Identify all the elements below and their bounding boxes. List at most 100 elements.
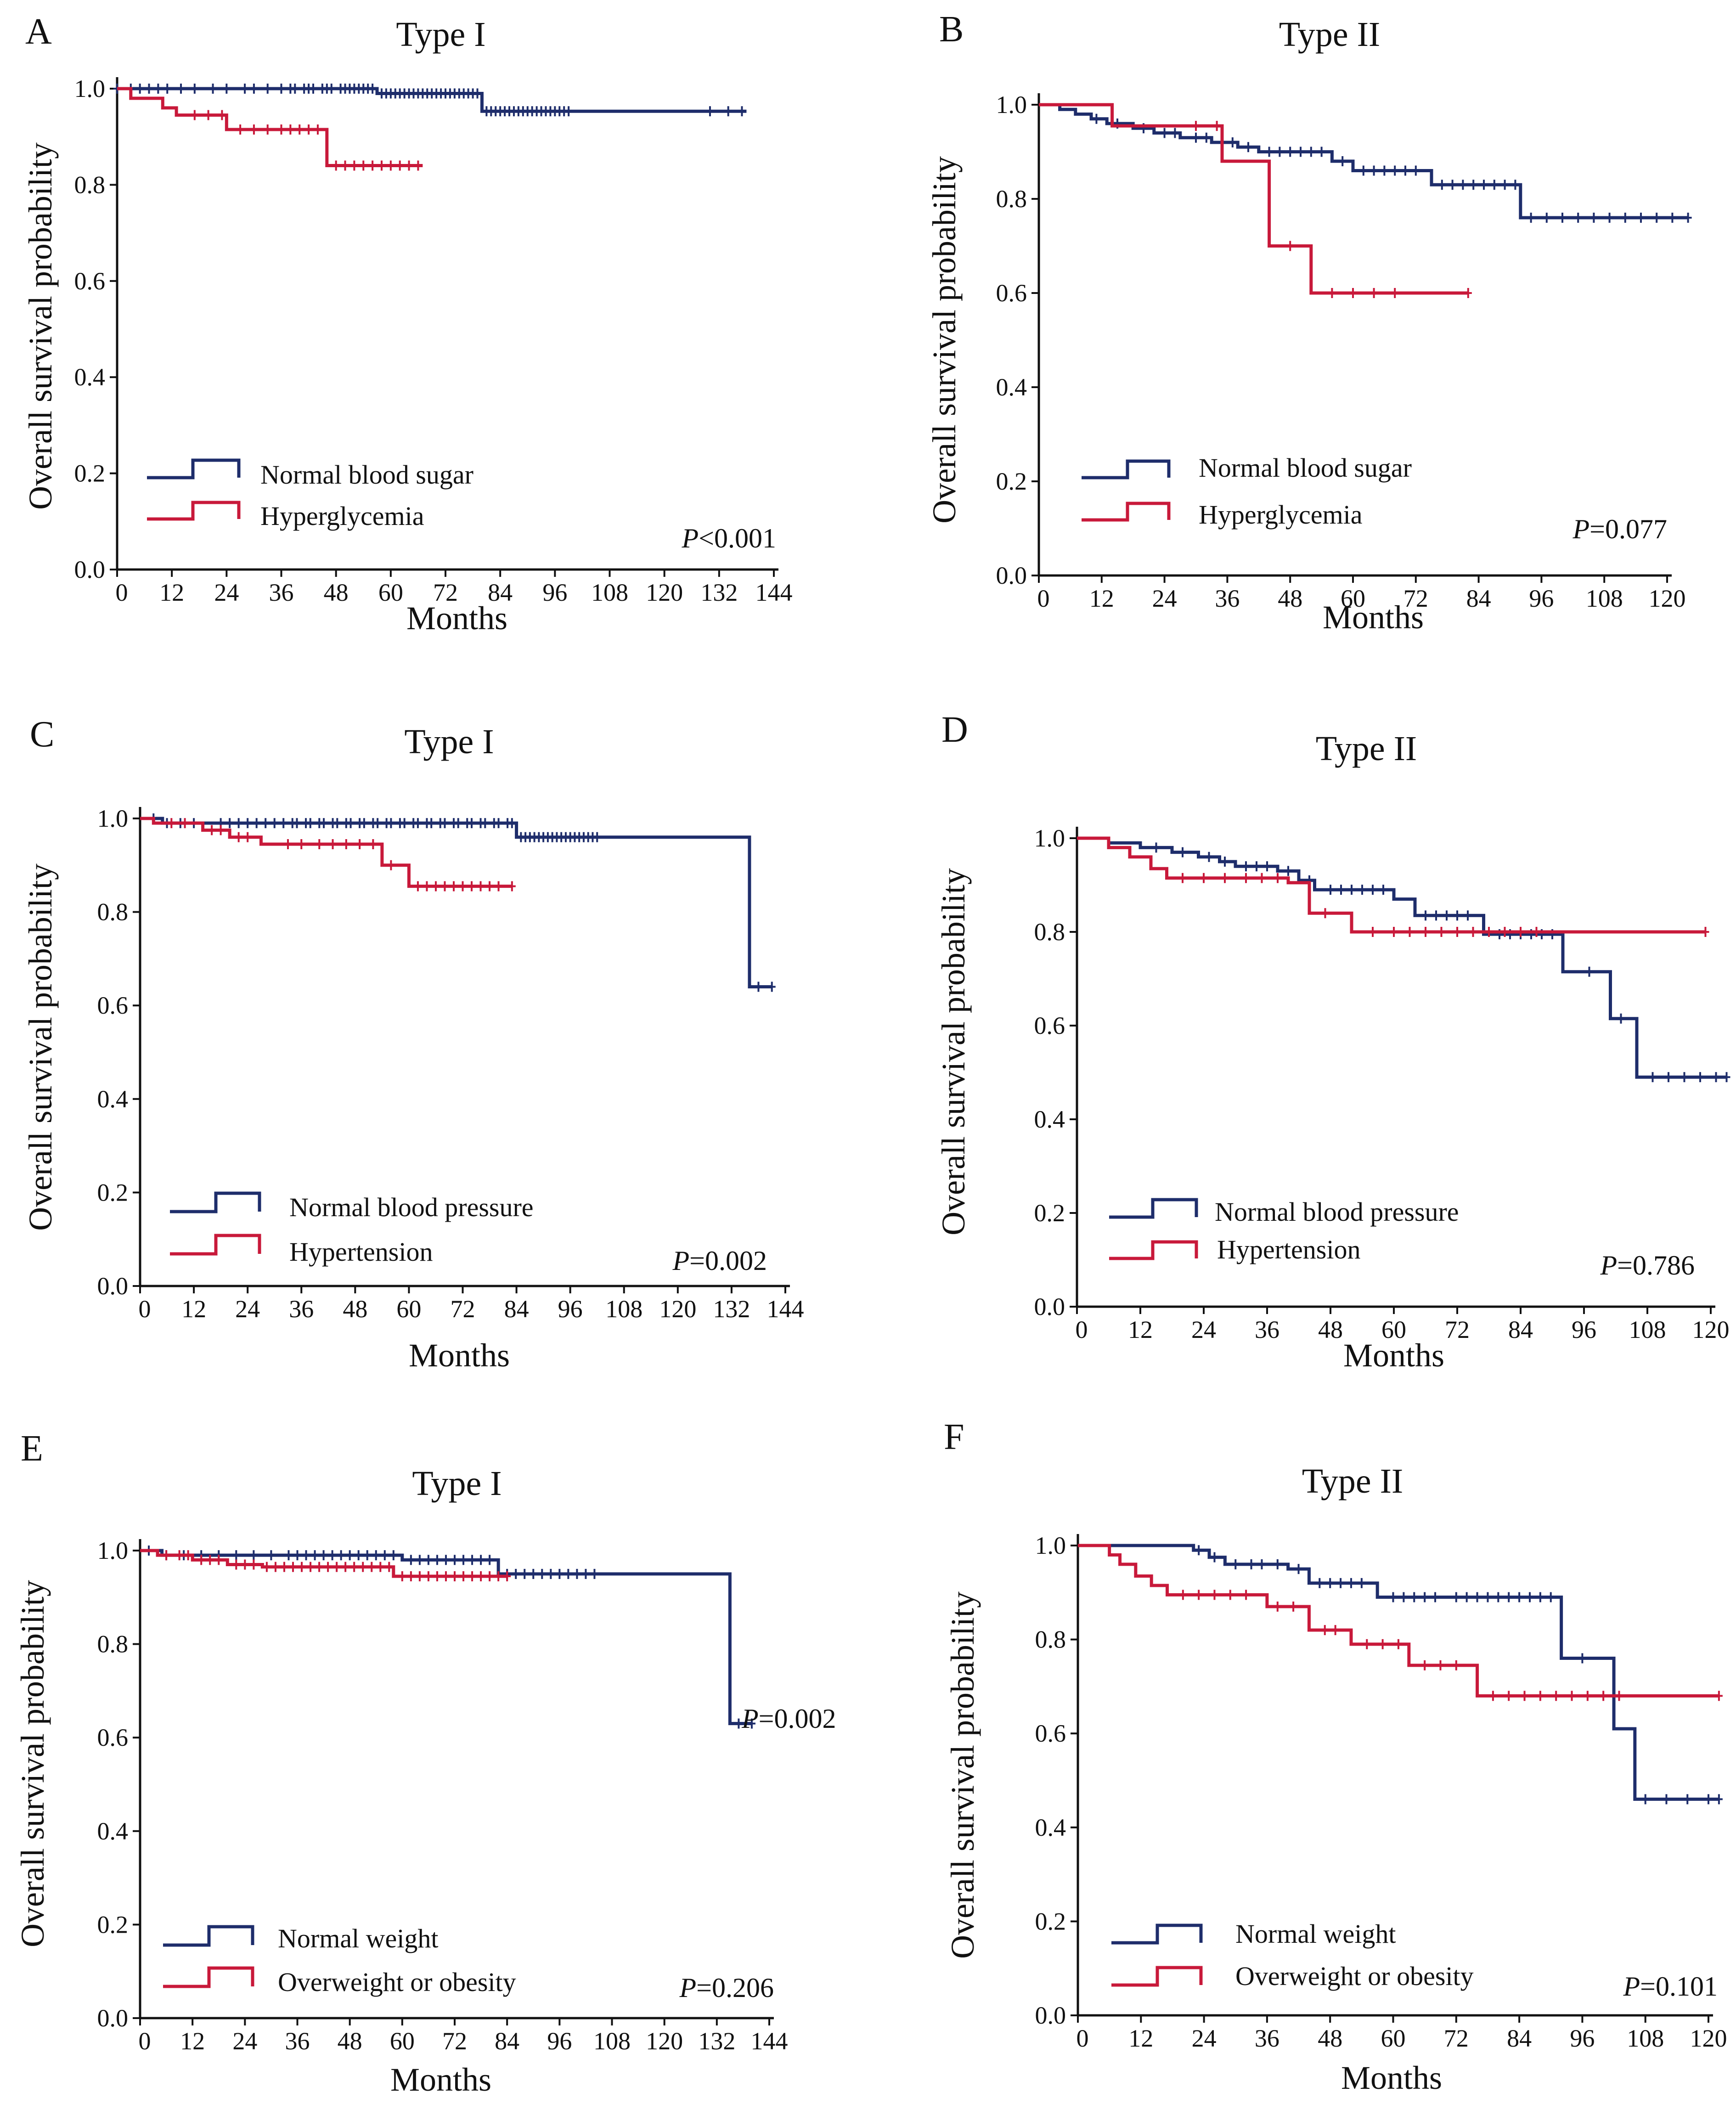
legend-label-normal: Normal weight: [1235, 1919, 1396, 1949]
x-axis-label: Months: [409, 1337, 510, 1374]
x-tick-label: 84: [1466, 585, 1491, 612]
x-tick-label: 132: [713, 1295, 750, 1323]
x-tick-label: 144: [767, 1295, 804, 1323]
y-tick-label: 0.2: [97, 1911, 129, 1938]
series-line-normal: [140, 817, 772, 988]
p-value: P=0.101: [1623, 1971, 1718, 2002]
x-axis-label: Months: [390, 2061, 491, 2098]
x-tick-label: 36: [269, 579, 294, 606]
panel-title: Type II: [1316, 729, 1417, 768]
x-tick-label: 36: [1255, 2025, 1279, 2052]
legend: Normal blood pressure Hypertension: [170, 1191, 534, 1267]
x-tick-label: 48: [338, 2027, 362, 2055]
panel-title: Type II: [1302, 1462, 1403, 1500]
x-tick-label: 96: [1570, 2025, 1595, 2052]
p-value: P=0.002: [741, 1704, 836, 1734]
x-tick-label: 144: [751, 2027, 788, 2055]
x-tick-label: 84: [504, 1295, 529, 1323]
x-tick-label: 48: [343, 1295, 367, 1323]
y-tick-label: 0.8: [1035, 1626, 1066, 1653]
p-value: P=0.786: [1600, 1250, 1695, 1280]
x-tick-label: 108: [1627, 2025, 1664, 2052]
axes: 0.0 0.2 0.4 0.6 0.8 1.0 0 12 24 36 48 60 72 84 96 108 12…: [97, 805, 804, 1323]
legend-step-icon-normal: [1111, 1923, 1203, 1945]
legend-label-normal: Normal weight: [278, 1923, 439, 1953]
y-tick-label: 0.6: [74, 267, 106, 295]
legend-step-icon-normal: [1082, 459, 1171, 479]
survival-curves: [1078, 1544, 1723, 1805]
y-tick-label: 0.2: [74, 460, 106, 487]
legend: Normal blood sugar Hyperglycemia: [147, 458, 473, 531]
panel-letter: D: [941, 710, 968, 750]
y-tick-label: 0.6: [996, 279, 1027, 307]
y-tick-label: 0.4: [97, 1817, 129, 1845]
x-axis-label: Months: [1323, 599, 1424, 636]
series-line-abnormal: [117, 87, 423, 168]
series-line-abnormal: [1078, 1544, 1719, 1698]
y-tick-label: 0.2: [97, 1179, 129, 1206]
legend: Normal weight Overweight or obesity: [1111, 1919, 1474, 1991]
panel-e: E Type I Overall survival probability Mo…: [14, 1428, 836, 2098]
p-value: P<0.001: [682, 523, 777, 553]
panel-f: F Type II Overall survival probability M…: [944, 1417, 1727, 2096]
y-axis-label: Overall survival probability: [926, 156, 963, 524]
p-value: P=0.002: [672, 1246, 767, 1276]
panel-title: Type I: [396, 15, 485, 54]
legend-step-icon-abnormal: [170, 1234, 261, 1256]
x-tick-label: 24: [214, 579, 239, 606]
x-tick-label: 36: [289, 1295, 314, 1323]
x-tick-label: 60: [396, 1295, 421, 1323]
x-tick-label: 120: [1692, 1316, 1730, 1343]
y-tick-label: 0.4: [996, 373, 1027, 401]
axes: 0.0 0.2 0.4 0.6 0.8 1.0 0 12 24 36 48 60 72 84 96 108 12…: [74, 75, 793, 606]
x-tick-label: 108: [1586, 585, 1623, 612]
panel-b: B Type II Overall survival probability M…: [926, 9, 1692, 636]
x-tick-label: 72: [442, 2027, 467, 2055]
y-tick-label: 0.4: [1034, 1106, 1065, 1133]
legend-step-icon-abnormal: [1109, 1240, 1198, 1260]
x-tick-label: 0: [1037, 585, 1050, 612]
y-tick-label: 0.4: [74, 363, 106, 391]
series-line-normal: [1077, 836, 1727, 1079]
panel-letter: B: [939, 9, 964, 50]
legend-label-abnormal: Hypertension: [1217, 1235, 1361, 1264]
x-tick-label: 96: [1572, 1316, 1596, 1343]
x-tick-label: 0: [1077, 2025, 1089, 2052]
legend-step-icon-abnormal: [163, 1966, 254, 1988]
x-tick-label: 120: [646, 2027, 683, 2055]
legend-step-icon-abnormal: [1082, 502, 1171, 522]
y-tick-label: 0.6: [97, 1724, 129, 1751]
p-value: P=0.077: [1573, 514, 1668, 544]
x-tick-label: 60: [390, 2027, 415, 2055]
x-tick-label: 48: [1318, 2025, 1342, 2052]
legend-step-icon-normal: [170, 1191, 261, 1213]
y-tick-label: 1.0: [1035, 1532, 1066, 1559]
x-tick-label: 12: [181, 1295, 206, 1323]
y-axis-label: Overall survival probability: [22, 142, 59, 510]
x-tick-label: 132: [700, 579, 738, 606]
x-tick-label: 48: [324, 579, 349, 606]
y-tick-label: 0.2: [1035, 1907, 1066, 1935]
x-tick-label: 96: [547, 2027, 572, 2055]
panel-letter: F: [944, 1417, 964, 1457]
legend-step-icon-abnormal: [1111, 1966, 1203, 1987]
legend-label-abnormal: Hypertension: [289, 1237, 433, 1267]
legend: Normal weight Overweight or obesity: [163, 1923, 516, 1997]
series-line-abnormal: [140, 1549, 507, 1578]
x-tick-label: 72: [1445, 1316, 1470, 1343]
x-tick-label: 72: [1403, 585, 1428, 612]
axes: 0.0 0.2 0.4 0.6 0.8 1.0 0 12 24 36 48 60 72 84 96 108 12…: [97, 1537, 788, 2055]
x-tick-label: 60: [1381, 2025, 1406, 2052]
series-line-abnormal: [1039, 103, 1468, 295]
y-tick-label: 1.0: [74, 75, 106, 102]
x-tick-label: 0: [139, 2027, 151, 2055]
x-axis-label: Months: [1343, 1337, 1444, 1374]
x-tick-label: 96: [542, 579, 567, 606]
panel-title: Type I: [412, 1464, 502, 1503]
legend-step-icon-abnormal: [147, 501, 241, 521]
y-tick-label: 1.0: [97, 805, 129, 832]
axes: 0.0 0.2 0.4 0.6 0.8 1.0 0 12 24 36 48 60 72 84 96 108 12…: [1035, 1532, 1727, 2052]
x-tick-label: 24: [232, 2027, 257, 2055]
legend-label-normal: Normal blood pressure: [289, 1192, 534, 1222]
